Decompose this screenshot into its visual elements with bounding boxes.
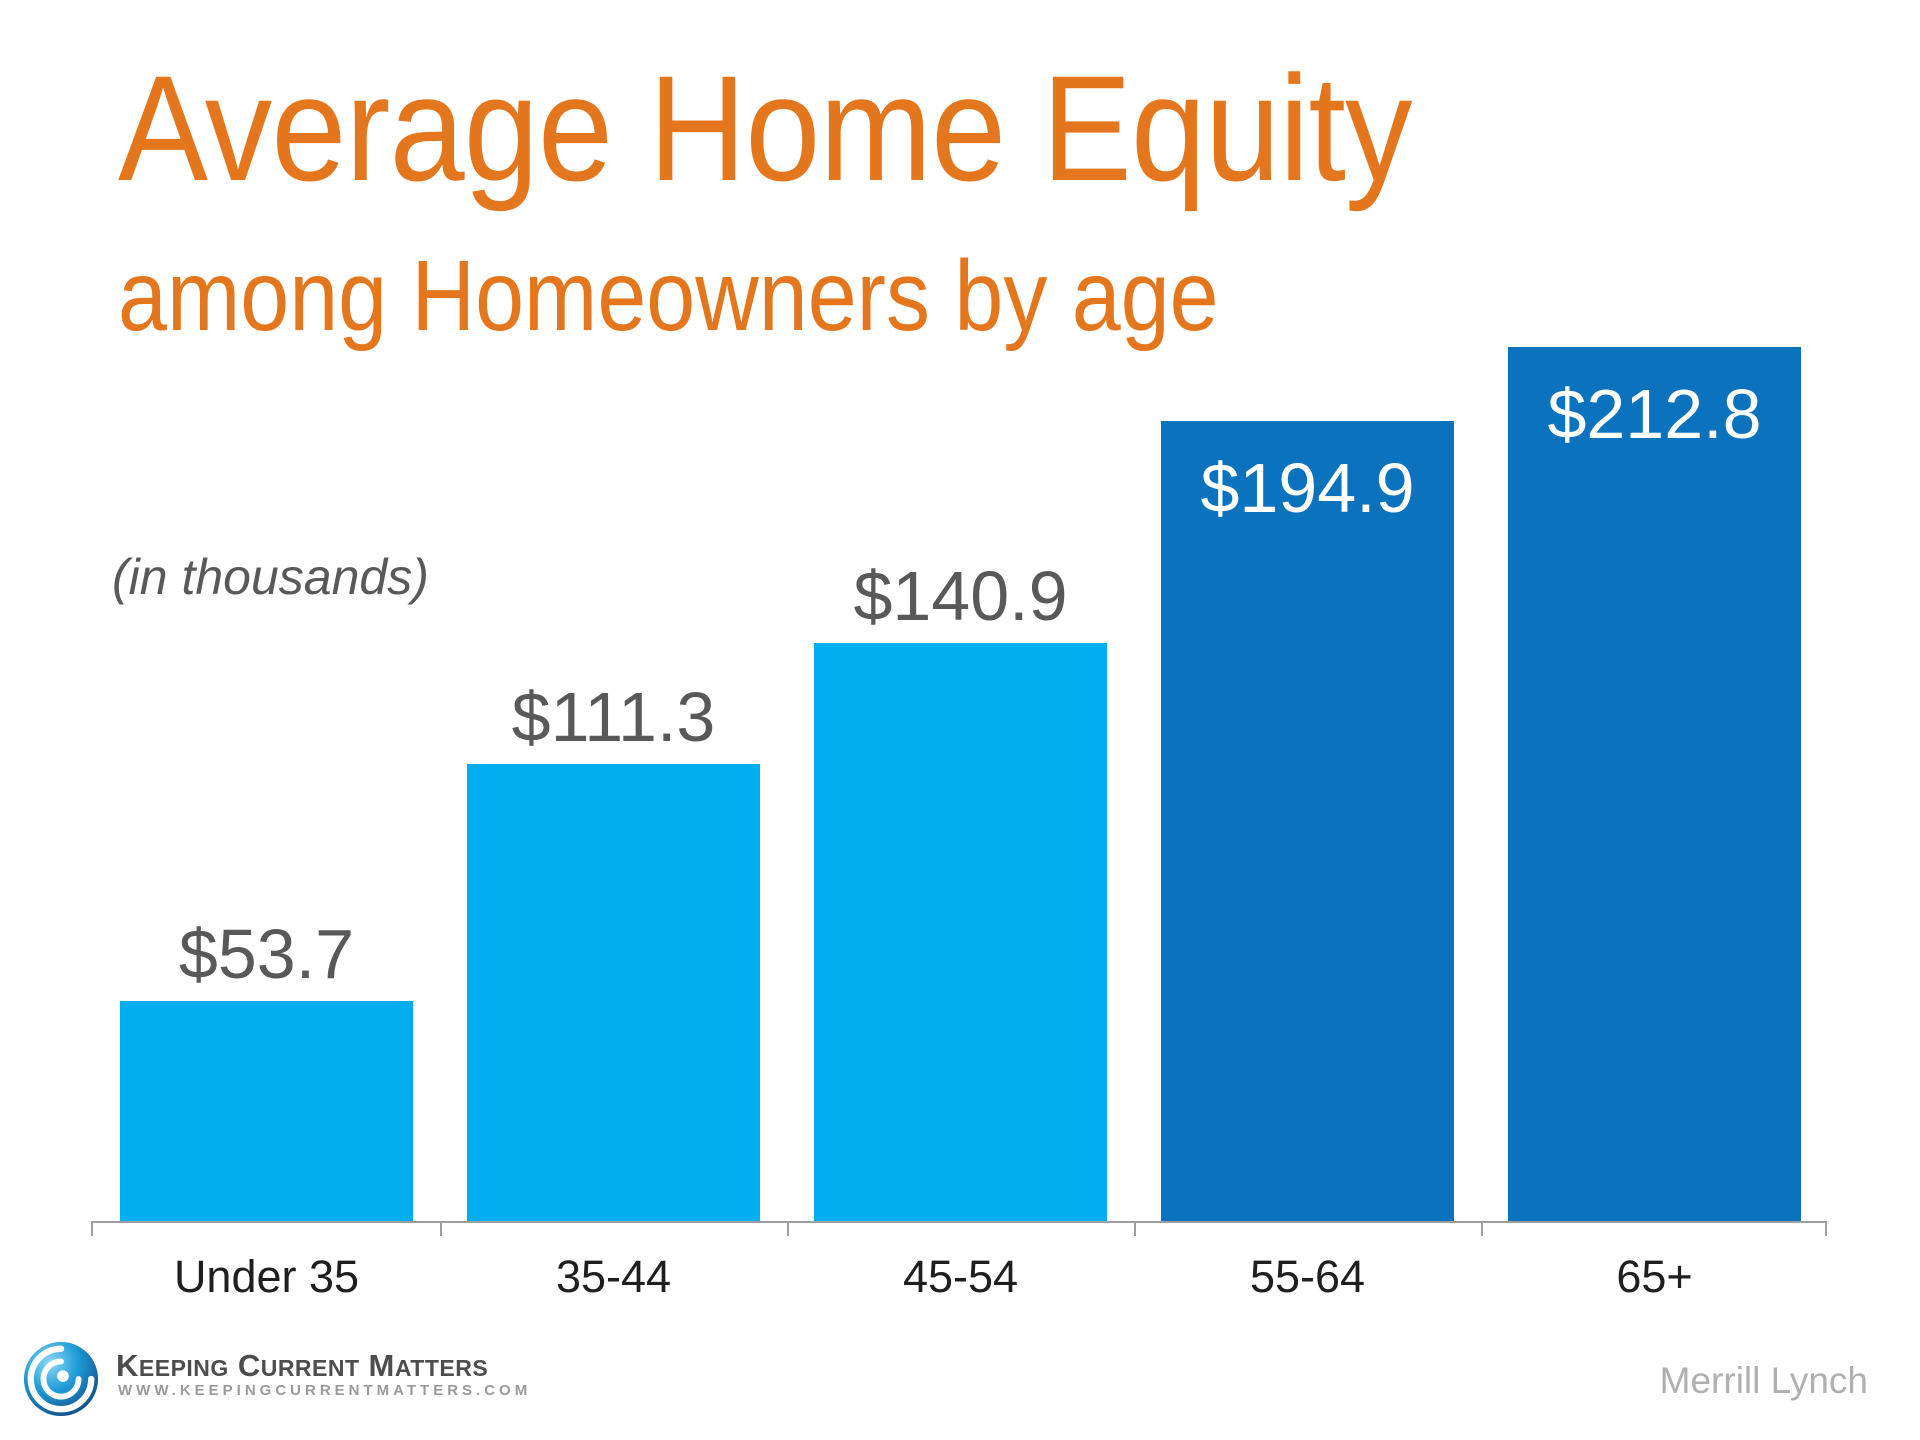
- x-axis-tick: [440, 1221, 442, 1236]
- x-axis-tick: [1825, 1221, 1827, 1236]
- value-label-45-54: $140.9: [853, 557, 1068, 635]
- bar-35-44: [467, 764, 760, 1222]
- bar-under-35: [120, 1001, 413, 1222]
- brand-word-rest: ATTERS: [394, 1355, 489, 1381]
- page-subtitle: among Homeowners by age: [118, 240, 1219, 352]
- value-label-35-44: $111.3: [511, 678, 716, 756]
- brand-word-rest: URRENT: [260, 1355, 360, 1381]
- x-axis-tick: [1481, 1221, 1483, 1236]
- bar-55-64: [1161, 421, 1454, 1222]
- x-axis-line: [91, 1221, 1827, 1223]
- category-label-45-54: 45-54: [902, 1251, 1019, 1302]
- value-label-65: $212.8: [1547, 375, 1762, 453]
- x-axis-tick: [787, 1221, 789, 1236]
- source-attribution: Merrill Lynch: [1659, 1360, 1868, 1401]
- category-label-65: 65+: [1616, 1251, 1693, 1302]
- kcm-swirl-icon: [23, 1341, 99, 1417]
- category-label-35-44: 35-44: [555, 1251, 672, 1302]
- value-label-55-64: $194.9: [1200, 449, 1415, 527]
- kcm-logo: KEEPING CURRENT MATTERS WWW.KEEPINGCURRENT…: [22, 1340, 622, 1420]
- value-label-under-35: $53.7: [178, 915, 355, 993]
- brand-word-initial: M: [368, 1348, 395, 1383]
- category-label-55-64: 55-64: [1249, 1251, 1366, 1302]
- brand-url: WWW.KEEPINGCURRENTMATTERS.COM: [118, 1382, 532, 1399]
- brand-word-rest: EEPING: [138, 1355, 229, 1381]
- category-label-under-35: Under 35: [173, 1251, 360, 1302]
- brand-word-initial: K: [116, 1348, 139, 1383]
- bar-65: [1508, 347, 1801, 1222]
- bar-45-54: [814, 643, 1107, 1222]
- x-axis-tick: [1134, 1221, 1136, 1236]
- page-title: Average Home Equity: [118, 44, 1413, 212]
- brand-name: KEEPING CURRENT MATTERS: [116, 1348, 497, 1384]
- brand-word-initial: C: [237, 1348, 261, 1383]
- unit-note: (in thousands): [112, 549, 429, 605]
- x-axis-tick: [91, 1221, 93, 1236]
